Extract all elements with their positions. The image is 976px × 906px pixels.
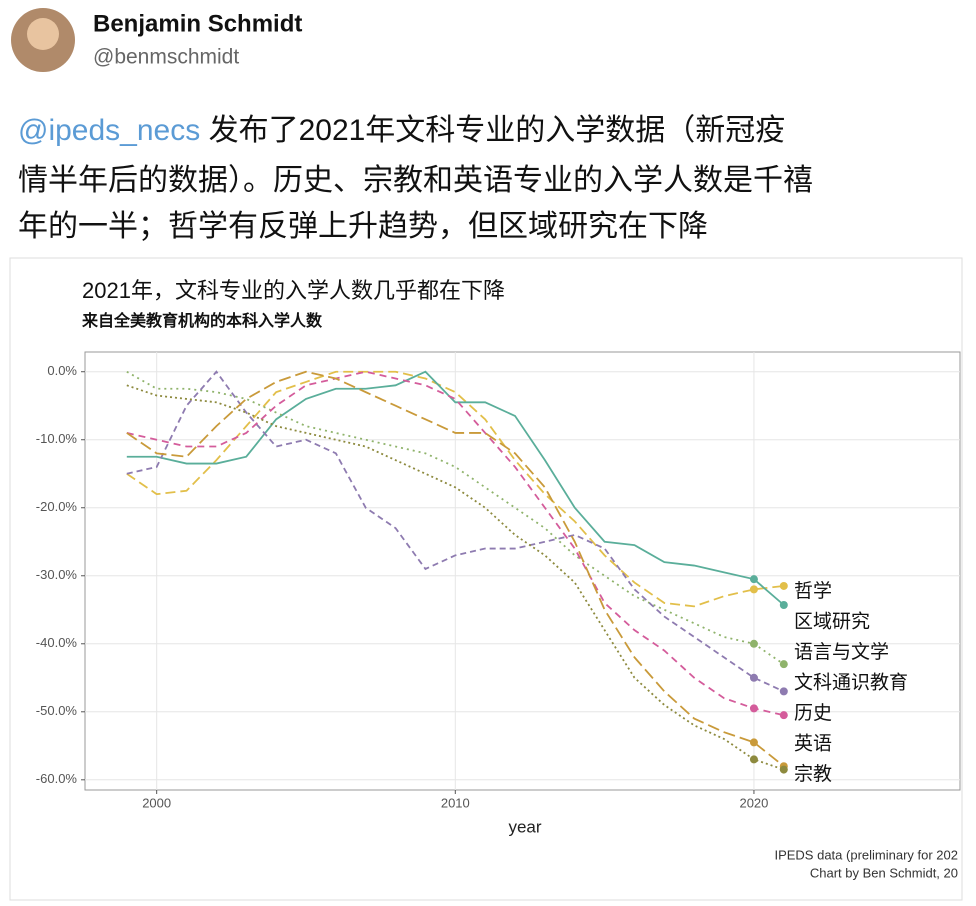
plot-panel xyxy=(84,351,961,791)
x-axis-title: year xyxy=(508,817,541,836)
x-tick-label: 2010 xyxy=(441,795,470,810)
caption: Chart by Ben Schmidt, 20 xyxy=(810,865,958,880)
point xyxy=(779,765,788,774)
chart-subtitle: 来自全美教育机构的本科入学人数 xyxy=(81,311,323,330)
series-label: 语言与文学 xyxy=(794,641,889,663)
mention[interactable]: @ipeds_necs xyxy=(18,114,200,147)
avatar-face xyxy=(27,18,59,50)
y-tick-label: -30.0% xyxy=(36,567,78,582)
series-line xyxy=(126,370,785,693)
point xyxy=(749,673,758,682)
point xyxy=(779,711,788,720)
series-line xyxy=(126,370,785,717)
text-line: 发布了2021年文科专业的入学数据（新冠疫 xyxy=(200,114,785,147)
text-line: 年的一半；哲学有反弹上升趋势，但区域研究在下降 xyxy=(18,210,708,243)
point xyxy=(749,738,758,747)
series-label: 区域研究 xyxy=(794,611,870,633)
x-tick-label: 2000 xyxy=(142,795,171,810)
y-tick-label: -10.0% xyxy=(36,431,78,446)
tweet-text: @ipeds_necs 发布了2021年文科专业的入学数据（新冠疫 xyxy=(18,114,785,147)
point xyxy=(749,755,758,764)
text-line: 情半年后的数据）。历史、宗教和英语专业的入学人数是千禧 xyxy=(18,164,813,197)
series-label: 历史 xyxy=(794,702,832,724)
point xyxy=(779,581,788,590)
y-tick-label: -20.0% xyxy=(36,499,78,514)
point xyxy=(749,704,758,713)
point xyxy=(749,585,758,594)
user-handle[interactable]: @benmschmidt xyxy=(93,46,239,69)
y-tick-label: -60.0% xyxy=(36,771,78,786)
y-tick-label: -50.0% xyxy=(36,703,78,718)
point xyxy=(779,660,788,669)
series-label: 文科通识教育 xyxy=(794,672,908,694)
series-line xyxy=(126,370,785,606)
point xyxy=(779,601,788,610)
series-label: 宗教 xyxy=(794,763,832,785)
caption: IPEDS data (preliminary for 202 xyxy=(774,847,958,862)
user-name[interactable]: Benjamin Schmidt xyxy=(93,10,302,37)
series-label: 哲学 xyxy=(794,580,832,602)
chart-title: 2021年，文科专业的入学人数几乎都在下降 xyxy=(82,278,505,303)
y-tick-label: 0.0% xyxy=(47,363,77,378)
point xyxy=(749,639,758,648)
series-line xyxy=(126,384,785,771)
series-line xyxy=(126,370,785,767)
point xyxy=(779,687,788,696)
x-tick-label: 2020 xyxy=(739,795,768,810)
y-tick-label: -40.0% xyxy=(36,635,78,650)
point xyxy=(749,575,758,584)
series-label: 英语 xyxy=(794,733,832,755)
series-line xyxy=(126,370,785,665)
